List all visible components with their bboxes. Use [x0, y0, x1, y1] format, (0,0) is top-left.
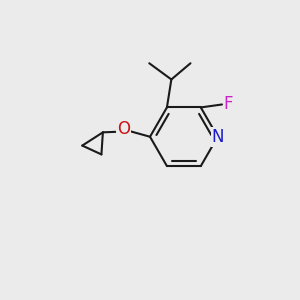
- Text: N: N: [212, 128, 224, 146]
- Text: F: F: [224, 95, 233, 113]
- Text: O: O: [117, 120, 130, 138]
